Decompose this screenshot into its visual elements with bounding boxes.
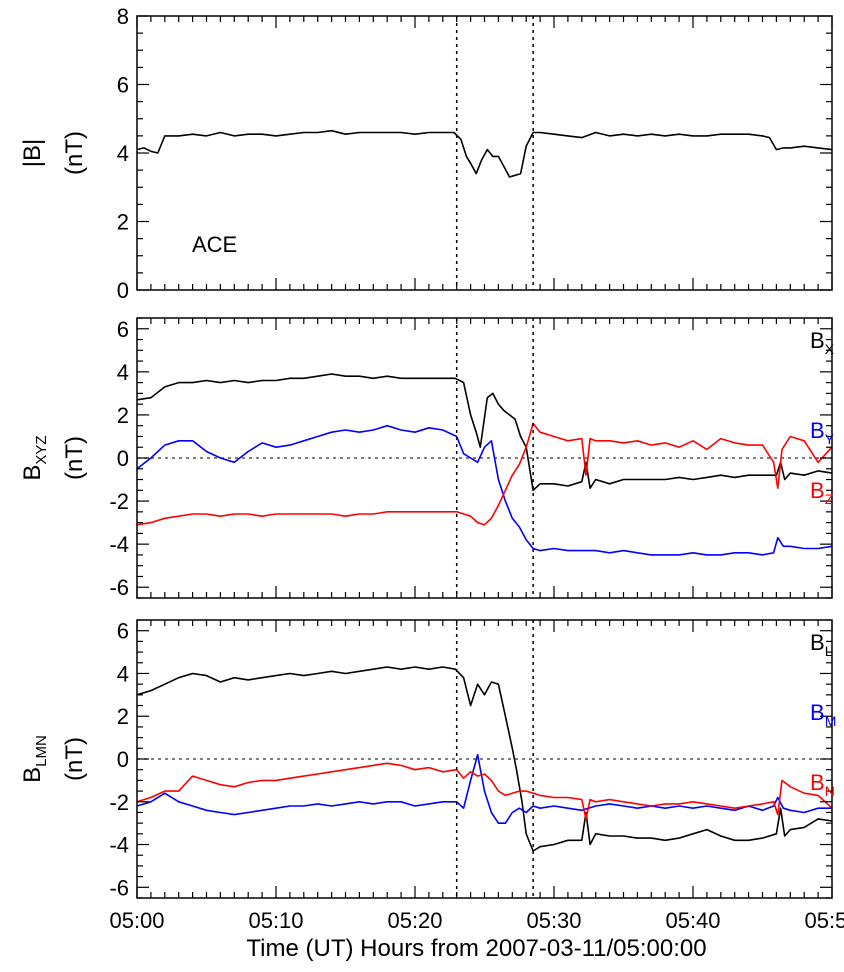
series-line-black <box>136 373 833 492</box>
y-axis-label-subscript: XYZ <box>33 435 50 464</box>
x-tick-label: 05:10 <box>248 908 303 933</box>
series-line-blue <box>136 753 832 825</box>
panel-top: 0 2 4 6 8 |B| (nT) ACE <box>19 4 833 303</box>
legend-entry: BN <box>810 770 835 799</box>
series-line-red <box>136 762 833 820</box>
y-axis-label: |B| <box>19 139 46 167</box>
series-line-red <box>136 422 833 526</box>
legend-subscript: Z <box>825 491 834 507</box>
legend-symbol: B <box>810 328 825 353</box>
spacecraft-label: ACE <box>192 232 237 257</box>
y-tick-label: 0 <box>117 747 129 772</box>
legend-subscript: M <box>825 713 837 729</box>
y-axis-unit: (nT) <box>61 436 88 480</box>
x-tick-label: 05:30 <box>526 908 581 933</box>
y-tick-label: -4 <box>109 532 129 557</box>
y-tick-label: 2 <box>117 403 129 428</box>
x-tick-label: 05:20 <box>387 908 442 933</box>
series-line-blue <box>136 424 833 556</box>
legend-entry: BY <box>810 418 835 447</box>
y-axis-unit: (nT) <box>61 737 88 781</box>
y-tick-label: 0 <box>117 446 129 471</box>
y-axis-label: BLMN <box>19 735 50 783</box>
x-tick-label: 05:40 <box>665 908 720 933</box>
y-axis-label-subscript: LMN <box>33 735 50 767</box>
x-tick-label: 05:00 <box>109 908 164 933</box>
y-tick-label: 2 <box>117 704 129 729</box>
y-tick-label: 4 <box>117 141 129 166</box>
legend-symbol: B <box>810 478 825 503</box>
y-tick-label: -6 <box>109 875 129 900</box>
y-tick-label: -2 <box>109 489 129 514</box>
legend-symbol: B <box>810 630 825 655</box>
series-line-black <box>136 129 833 178</box>
y-tick-label: 8 <box>117 4 129 29</box>
y-tick-label: 0 <box>117 278 129 303</box>
y-tick-label: 4 <box>117 360 129 385</box>
legend-entry: BM <box>810 700 836 729</box>
y-axis-label-main: B <box>19 465 46 481</box>
legend-entry: BZ <box>810 478 834 507</box>
legend-subscript: Y <box>825 431 835 447</box>
legend-entry: BX <box>810 328 835 357</box>
legend-subscript: L <box>825 643 833 659</box>
legend-symbol: B <box>810 418 825 443</box>
legend-entry: BL <box>810 630 833 659</box>
y-tick-label: 4 <box>117 661 129 686</box>
y-tick-label: -6 <box>109 575 129 600</box>
y-tick-label: 2 <box>117 210 129 235</box>
y-tick-label: -4 <box>109 833 129 858</box>
y-axis-label-main: B <box>19 767 46 783</box>
y-tick-label: 6 <box>117 619 129 644</box>
y-axis-unit: (nT) <box>61 131 88 175</box>
legend-symbol: B <box>810 700 825 725</box>
legend-subscript: X <box>825 341 835 357</box>
legend-symbol: B <box>810 770 825 795</box>
x-tick-label: 05:50 <box>804 908 844 933</box>
legend-subscript: N <box>825 783 835 799</box>
x-axis-label: Time (UT) Hours from 2007-03-11/05:00:00 <box>246 935 706 962</box>
y-axis-label: BXYZ <box>19 435 50 480</box>
y-tick-label: 6 <box>117 317 129 342</box>
y-tick-label: 6 <box>117 73 129 98</box>
y-tick-label: -2 <box>109 790 129 815</box>
series-line-black <box>136 666 833 852</box>
